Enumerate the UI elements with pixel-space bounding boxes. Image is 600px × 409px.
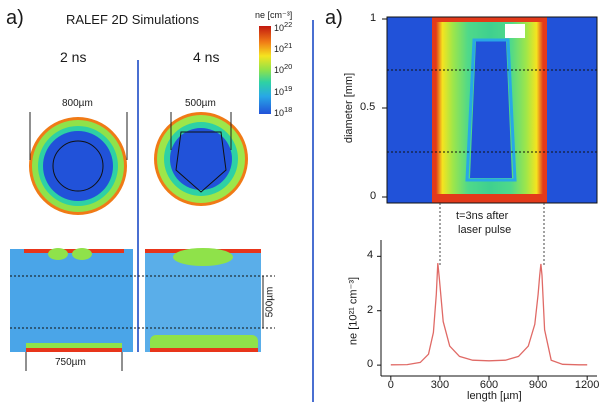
y-tick-label-1: 2 (367, 303, 374, 316)
x-tick-label-4: 1200 (574, 379, 600, 391)
ring-4ns (154, 112, 248, 206)
colorbar (259, 26, 271, 114)
panel-label-left: a) (6, 7, 24, 29)
map-white-patch (505, 24, 525, 38)
ring-4ns-core (170, 128, 232, 190)
rect-2ns-bottom-slab (26, 343, 122, 352)
rect-4ns-body (145, 249, 261, 352)
panel-label-right: a) (325, 7, 343, 29)
figure-title: RALEF 2D Simulations (66, 12, 199, 27)
dim-ring-4ns: 500µm (185, 98, 216, 109)
map-frame (386, 16, 598, 204)
colorbar-gradient (259, 26, 271, 114)
time-label-2ns: 2 ns (60, 49, 87, 65)
dim-ring-2ns: 800µm (62, 98, 93, 109)
colorbar-tick-19: 1019 (274, 84, 293, 97)
colorbar-tick-21: 1021 (274, 41, 293, 54)
time-label-4ns: 4 ns (193, 49, 220, 65)
rect-4ns-bottom-slab (150, 335, 258, 352)
colorbar-tick-18: 1018 (274, 105, 293, 118)
map-ylabel: diameter [mm] (343, 72, 355, 144)
chart-ylabel: ne [10²¹ cm⁻³] (347, 276, 360, 346)
rect-2ns-top-blob-2 (72, 248, 92, 260)
profile-chart (377, 240, 597, 380)
rect-2ns (10, 248, 133, 371)
ring-2ns-wire (52, 140, 104, 192)
map-inner-cavity (470, 40, 512, 178)
rect-2ns-body (10, 249, 133, 352)
y-tick-label-2: 0 (367, 358, 374, 371)
density-map (382, 16, 598, 204)
rect-2ns-bottom-strip (26, 348, 122, 352)
dim-rect-height: 500µm (264, 286, 276, 318)
chart-xlabel: length [µm] (467, 390, 522, 402)
map-ytick-label-0: 0 (370, 190, 377, 202)
map-top-edge (432, 17, 547, 22)
series-line-density (390, 263, 588, 366)
ring-4ns-wire (175, 131, 227, 193)
rect-4ns-bottom-strip (150, 348, 258, 352)
y-tick-label-0: 4 (367, 249, 374, 262)
ring-2ns (29, 112, 128, 215)
colorbar-tick-20: 1020 (274, 62, 293, 75)
map-bottom-edge (432, 194, 547, 203)
rect-4ns (145, 248, 264, 352)
annotation-line2: laser pulse (458, 224, 512, 236)
x-tick-label-1: 300 (430, 379, 450, 391)
x-tick-label-3: 900 (528, 379, 548, 391)
map-inner-halo (465, 38, 517, 182)
map-ytick-label-05: 0.5 (360, 101, 376, 113)
colorbar-tick-22: 1022 (274, 20, 293, 33)
map-ytick-label-1: 1 (370, 12, 377, 24)
colorbar-label: ne [cm⁻³] (255, 10, 293, 20)
x-tick-label-0: 0 (387, 379, 394, 391)
rect-2ns-top-blob (48, 248, 68, 260)
annotation-line1: t=3ns after (456, 210, 509, 222)
rect-4ns-top-blob (173, 248, 233, 266)
map-tube-right-edge (543, 17, 547, 203)
map-tube-left-edge (432, 17, 436, 203)
dim-rect-width: 750µm (55, 357, 86, 368)
x-tick-label-2: 600 (479, 379, 499, 391)
